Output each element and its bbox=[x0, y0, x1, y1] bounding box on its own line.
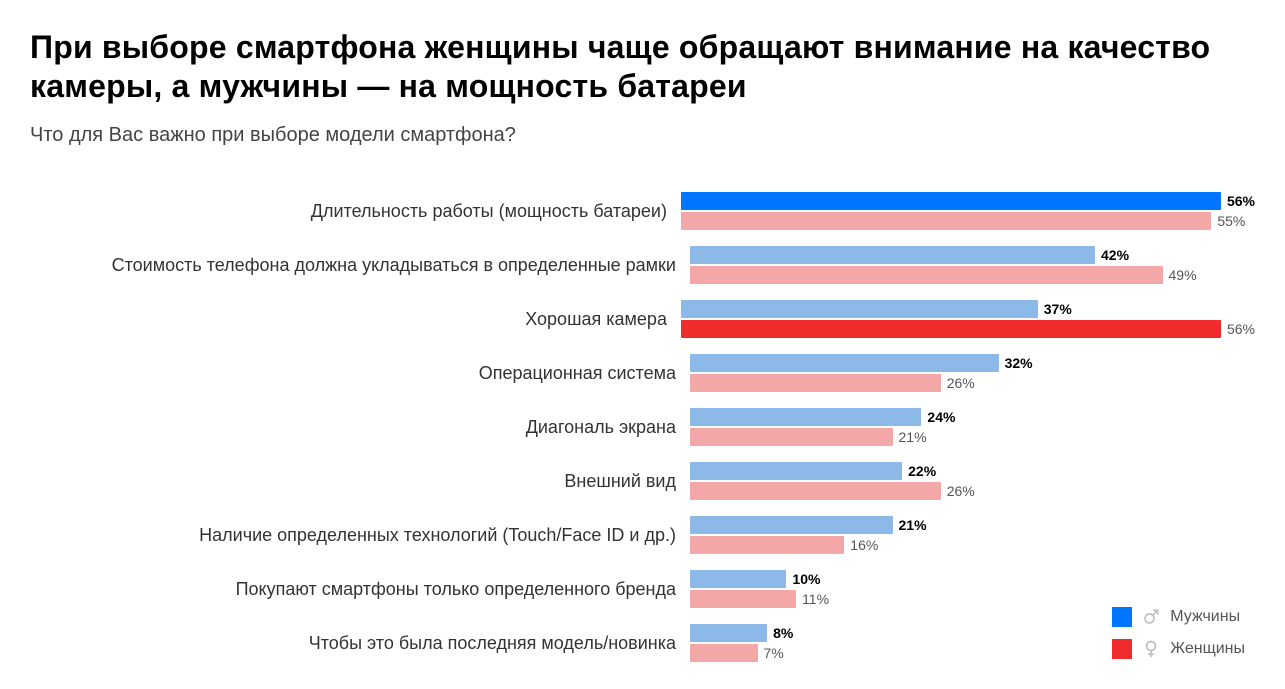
value-men: 22% bbox=[908, 463, 936, 479]
bars-group: 21% 16% bbox=[690, 511, 1255, 559]
legend-item-women: Женщины bbox=[1112, 639, 1245, 659]
category-label: Стоимость телефона должна укладываться в… bbox=[30, 255, 690, 276]
category-label: Диагональ экрана bbox=[30, 417, 690, 438]
chart-subtitle: Что для Вас важно при выборе модели смар… bbox=[30, 124, 1255, 147]
chart-row: Операционная система 32% 26% bbox=[30, 349, 1255, 397]
legend-label-women: Женщины bbox=[1170, 640, 1245, 658]
category-label: Внешний вид bbox=[30, 471, 690, 492]
page: При выборе смартфона женщины чаще обраща… bbox=[0, 0, 1285, 689]
value-women: 26% bbox=[947, 375, 975, 391]
bar-women-wrap: 16% bbox=[690, 536, 1255, 554]
bar-men bbox=[690, 462, 902, 480]
bar-women bbox=[690, 536, 844, 554]
category-label: Наличие определенных технологий (Touch/F… bbox=[30, 525, 690, 546]
value-men: 8% bbox=[773, 625, 793, 641]
bar-women bbox=[690, 482, 941, 500]
value-women: 55% bbox=[1217, 213, 1245, 229]
bar-men bbox=[690, 408, 921, 426]
value-men: 10% bbox=[792, 571, 820, 587]
category-label: Операционная система bbox=[30, 363, 690, 384]
bar-men bbox=[681, 192, 1221, 210]
bars-group: 32% 26% bbox=[690, 349, 1255, 397]
bar-women-wrap: 49% bbox=[690, 266, 1255, 284]
chart-row: Покупают смартфоны только определенного … bbox=[30, 565, 1255, 613]
value-women: 11% bbox=[802, 591, 829, 607]
bar-women bbox=[690, 266, 1163, 284]
value-women: 16% bbox=[850, 537, 878, 553]
bar-men bbox=[681, 300, 1038, 318]
legend-item-men: Мужчины bbox=[1112, 607, 1245, 627]
bar-women bbox=[690, 428, 893, 446]
bar-men bbox=[690, 246, 1095, 264]
value-men: 21% bbox=[899, 517, 927, 533]
chart-row: Стоимость телефона должна укладываться в… bbox=[30, 241, 1255, 289]
category-label: Длительность работы (мощность батареи) bbox=[30, 201, 681, 222]
bar-women bbox=[681, 212, 1211, 230]
bar-men-wrap: 56% bbox=[681, 192, 1255, 210]
legend-swatch-men bbox=[1112, 607, 1132, 627]
bar-men-wrap: 32% bbox=[690, 354, 1255, 372]
bar-men-wrap: 10% bbox=[690, 570, 1255, 588]
bars-group: 42% 49% bbox=[690, 241, 1255, 289]
chart-row: Длительность работы (мощность батареи)56… bbox=[30, 187, 1255, 235]
chart-row: Наличие определенных технологий (Touch/F… bbox=[30, 511, 1255, 559]
bar-women-wrap: 26% bbox=[690, 482, 1255, 500]
value-women: 49% bbox=[1169, 267, 1197, 283]
legend-label-men: Мужчины bbox=[1170, 608, 1240, 626]
category-label: Хорошая камера bbox=[30, 309, 681, 330]
chart-row: Хорошая камера 37% 56% bbox=[30, 295, 1255, 343]
bar-men-wrap: 24% bbox=[690, 408, 1255, 426]
chart-row: Диагональ экрана24%21% bbox=[30, 403, 1255, 451]
chart-row: Внешний вид 22% 26% bbox=[30, 457, 1255, 505]
bar-women-wrap: 26% bbox=[690, 374, 1255, 392]
bar-men bbox=[690, 354, 999, 372]
legend: Мужчины Женщины bbox=[1112, 595, 1245, 659]
bar-men bbox=[690, 624, 767, 642]
value-men: 42% bbox=[1101, 247, 1129, 263]
category-label: Чтобы это была последняя модель/новинка bbox=[30, 633, 690, 654]
bar-men bbox=[690, 570, 786, 588]
bar-men-wrap: 37% bbox=[681, 300, 1255, 318]
bars-group: 56%55% bbox=[681, 187, 1255, 235]
bar-women bbox=[681, 320, 1221, 338]
female-icon bbox=[1142, 640, 1160, 658]
value-women: 26% bbox=[947, 483, 975, 499]
bar-men-wrap: 42% bbox=[690, 246, 1255, 264]
value-women: 7% bbox=[764, 645, 784, 661]
value-women: 21% bbox=[899, 429, 927, 445]
bar-chart: Длительность работы (мощность батареи)56… bbox=[30, 187, 1255, 667]
bar-men-wrap: 22% bbox=[690, 462, 1255, 480]
value-men: 32% bbox=[1005, 355, 1033, 371]
chart-row: Чтобы это была последняя модель/новинка 8… bbox=[30, 619, 1255, 667]
bar-men bbox=[690, 516, 893, 534]
legend-swatch-women bbox=[1112, 639, 1132, 659]
bar-women bbox=[690, 644, 758, 662]
category-label: Покупают смартфоны только определенного … bbox=[30, 579, 690, 600]
bars-group: 22% 26% bbox=[690, 457, 1255, 505]
chart-title: При выборе смартфона женщины чаще обраща… bbox=[30, 28, 1255, 106]
bar-women bbox=[690, 374, 941, 392]
bar-women-wrap: 56% bbox=[681, 320, 1255, 338]
value-men: 37% bbox=[1044, 301, 1072, 317]
bars-group: 37% 56% bbox=[681, 295, 1255, 343]
male-icon bbox=[1142, 608, 1160, 626]
bar-women-wrap: 21% bbox=[690, 428, 1255, 446]
value-men: 56% bbox=[1227, 193, 1255, 209]
bar-men-wrap: 21% bbox=[690, 516, 1255, 534]
bar-women-wrap: 55% bbox=[681, 212, 1255, 230]
value-women: 56% bbox=[1227, 321, 1255, 337]
bars-group: 24%21% bbox=[690, 403, 1255, 451]
bar-women bbox=[690, 590, 796, 608]
value-men: 24% bbox=[927, 409, 955, 425]
